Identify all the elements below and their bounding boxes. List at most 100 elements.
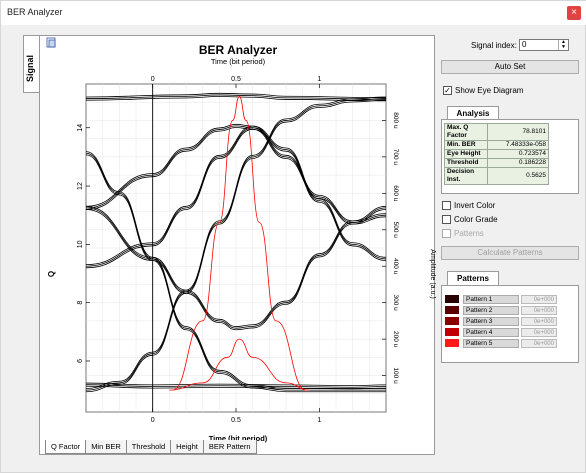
top-axis-label: Time (bit period) [211, 57, 266, 66]
bottom-tab-strip: Q Factor Min BER Threshold Height BER Pa… [45, 440, 257, 454]
eye-trace-line [86, 96, 386, 389]
color-grade-checkbox[interactable] [442, 215, 451, 224]
eye-diagram-panel: BER Analyzer Time (bit period) Time (bit… [39, 35, 436, 455]
eye-trace-line [86, 205, 386, 327]
y-tick-label-left: 10 [77, 240, 84, 248]
analysis-value: 78.8101 [487, 123, 549, 141]
pattern-value: 0e+000 [521, 339, 557, 348]
tab-threshold[interactable]: Threshold [125, 440, 172, 454]
title-bar: BER Analyzer × [1, 1, 586, 25]
show-eye-diagram-checkbox[interactable]: ✓ [443, 86, 452, 95]
eye-trace-line [86, 99, 386, 393]
y-tick-label-left: 6 [77, 359, 84, 363]
y-tick-label-left: 12 [77, 182, 84, 190]
auto-set-button[interactable]: Auto Set [441, 60, 579, 74]
eye-trace-line [86, 125, 386, 266]
pattern-color-swatch[interactable] [445, 328, 459, 336]
signal-index-spinner[interactable]: 0 ▲ ▼ [519, 39, 569, 51]
eye-trace-line [86, 92, 386, 99]
tab-q-factor[interactable]: Q Factor [45, 440, 87, 454]
pattern-value: 0e+000 [521, 306, 557, 315]
pattern-value: 0e+000 [521, 328, 557, 337]
pattern-name: Pattern 2 [463, 306, 519, 315]
eye-diagram-chart: BER Analyzer Time (bit period) Time (bit… [46, 37, 436, 443]
tab-signal[interactable]: Signal [23, 35, 39, 93]
analysis-row: Threshold 0.186228 [444, 158, 549, 168]
pattern-name: Pattern 4 [463, 328, 519, 337]
analysis-row: Max. Q Factor 78.8101 [444, 123, 549, 141]
y-tick-label-left: 14 [77, 124, 84, 132]
invert-color-label: Invert Color [454, 201, 496, 210]
analysis-key: Eye Height [444, 149, 488, 159]
patterns-checkbox[interactable] [442, 229, 451, 238]
y-tick-label-right: 600 u [392, 185, 399, 202]
analysis-value: 7.48333e-058 [487, 140, 549, 150]
y-tick-label-right: 200 u [392, 331, 399, 348]
analysis-key: Max. Q Factor [444, 123, 488, 141]
tab-height[interactable]: Height [170, 440, 204, 454]
tab-min-ber[interactable]: Min BER [85, 440, 127, 454]
x-axis-label: Time (bit period) [209, 434, 268, 443]
pattern-value: 0e+000 [521, 295, 557, 304]
y-tick-label-left: 8 [77, 301, 84, 305]
eye-trace-line [169, 338, 310, 391]
close-icon[interactable]: × [567, 6, 581, 20]
pattern-name: Pattern 5 [463, 339, 519, 348]
analysis-value: 0.186228 [487, 158, 549, 168]
eye-trace-line [86, 207, 386, 329]
tab-patterns[interactable]: Patterns [447, 271, 499, 285]
x-tick-label-top: 0 [151, 76, 155, 83]
analysis-key: Decision Inst. [444, 167, 488, 185]
copy-icon[interactable] [46, 37, 56, 48]
pattern-name: Pattern 3 [463, 317, 519, 326]
pattern-color-swatch[interactable] [445, 339, 459, 347]
x-tick-label-top: 1 [317, 76, 321, 83]
invert-color-checkbox[interactable] [442, 201, 451, 210]
eye-trace-line [86, 125, 386, 223]
tab-analysis[interactable]: Analysis [447, 106, 499, 120]
eye-trace-line [86, 127, 386, 267]
x-tick-label-bottom: 0.5 [231, 417, 241, 424]
eye-trace-line [86, 384, 386, 388]
eye-trace-line [86, 154, 386, 393]
analysis-row: Decision Inst. 0.5625 [444, 167, 549, 185]
y-tick-label-right: 800 u [392, 112, 399, 129]
eye-trace-line [86, 128, 386, 269]
signal-index-label: Signal index: [471, 41, 517, 50]
y-tick-label-right: 100 u [392, 367, 399, 384]
window-title: BER Analyzer [7, 7, 63, 17]
eye-trace-line [86, 385, 386, 390]
eye-trace-line [86, 152, 386, 391]
signal-index-value: 0 [522, 40, 527, 49]
right-y-axis-label: Amplitude (a.u.) [429, 249, 436, 298]
y-tick-label-right: 500 u [392, 222, 399, 239]
y-tick-label-right: 300 u [392, 295, 399, 312]
patterns-check-label: Patterns [454, 229, 484, 238]
spinner-arrows-icon[interactable]: ▲ ▼ [558, 40, 568, 50]
pattern-color-swatch[interactable] [445, 295, 459, 303]
eye-trace-line [172, 95, 307, 391]
pattern-color-swatch[interactable] [445, 317, 459, 325]
analysis-value: 0.5625 [487, 167, 549, 185]
tab-ber-pattern[interactable]: BER Pattern [202, 440, 257, 454]
eye-trace-line [86, 123, 386, 222]
analysis-value: 0.723574 [487, 149, 549, 159]
eye-trace-line [86, 98, 386, 391]
calculate-patterns-button[interactable]: Calculate Patterns [441, 246, 579, 260]
analysis-key: Min. BER [444, 140, 488, 150]
analysis-row: Min. BER 7.48333e-058 [444, 140, 549, 150]
y-tick-label-right: 400 u [392, 258, 399, 275]
eye-trace-line [86, 382, 386, 387]
x-tick-label-bottom: 1 [317, 417, 321, 424]
color-grade-label: Color Grade [454, 215, 498, 224]
eye-trace-line [86, 96, 386, 102]
analysis-row: Eye Height 0.723574 [444, 149, 549, 159]
tab-signal-label: Signal [25, 54, 35, 82]
chart-title: BER Analyzer [199, 43, 278, 57]
x-tick-label-bottom: 0 [151, 417, 155, 424]
pattern-color-swatch[interactable] [445, 306, 459, 314]
pattern-name: Pattern 1 [463, 295, 519, 304]
analysis-key: Threshold [444, 158, 488, 168]
eye-trace-line [86, 94, 386, 100]
